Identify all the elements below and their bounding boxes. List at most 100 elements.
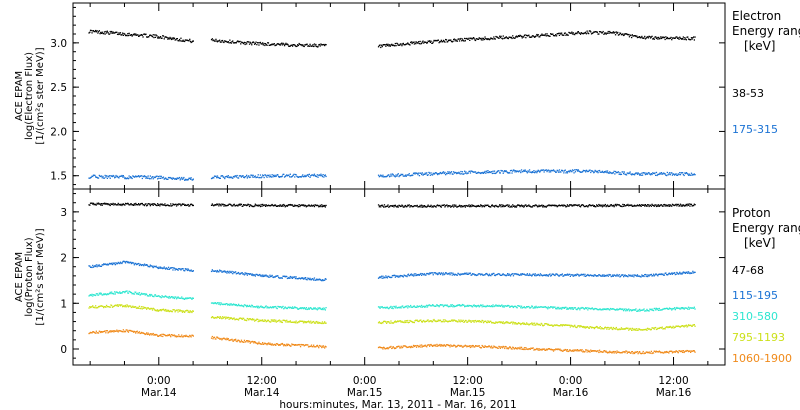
data-point: [681, 307, 683, 310]
data-point: [481, 273, 483, 275]
data-point: [629, 34, 631, 36]
data-point: [658, 173, 660, 175]
data-point: [138, 262, 140, 265]
data-point: [571, 274, 573, 276]
data-point: [284, 306, 286, 308]
data-point: [632, 274, 634, 276]
data-point: [89, 29, 92, 31]
data-point: [247, 341, 249, 343]
data-point: [130, 291, 132, 293]
data-point: [669, 174, 671, 176]
data-point: [547, 275, 550, 277]
data-point: [502, 305, 504, 307]
data-point: [592, 204, 594, 206]
data-point: [477, 305, 479, 307]
data-point: [652, 275, 654, 277]
data-point: [429, 272, 431, 274]
data-point: [276, 275, 278, 277]
data-point: [446, 273, 448, 275]
data-point: [628, 310, 631, 312]
data-point: [444, 273, 446, 275]
data-point: [99, 330, 101, 333]
data-point: [511, 273, 513, 275]
data-point: [577, 170, 579, 172]
data-point: [223, 316, 225, 318]
data-point: [652, 273, 655, 275]
data-point: [459, 173, 461, 175]
data-point: [588, 327, 590, 329]
data-point: [96, 332, 98, 334]
data-point: [230, 272, 232, 274]
data-point: [683, 308, 685, 310]
data-point: [407, 174, 409, 176]
data-point: [550, 169, 553, 172]
data-point: [474, 39, 476, 41]
data-point: [305, 344, 307, 346]
data-point: [604, 274, 606, 277]
data-point: [604, 308, 606, 311]
data-point: [552, 307, 554, 309]
data-point: [652, 309, 655, 312]
data-point: [452, 306, 454, 308]
data-point: [617, 329, 619, 331]
data-point: [256, 176, 259, 178]
data-point: [178, 297, 180, 299]
data-point: [225, 40, 227, 43]
data-point: [634, 274, 636, 276]
data-point: [169, 176, 171, 179]
data-point: [312, 308, 314, 310]
data-point: [248, 319, 250, 321]
data-point: [661, 205, 663, 207]
data-point: [647, 37, 649, 39]
data-point: [497, 273, 499, 275]
data-point: [289, 176, 291, 178]
data-point: [90, 306, 92, 308]
data-point: [687, 38, 690, 40]
data-point: [655, 328, 658, 331]
data-point: [127, 202, 129, 204]
data-point: [593, 31, 596, 33]
data-point: [636, 310, 638, 312]
data-point: [666, 307, 668, 310]
data-point: [325, 175, 327, 178]
data-point: [487, 38, 489, 40]
data-point: [150, 178, 152, 180]
data-point: [629, 171, 631, 173]
data-point: [474, 305, 476, 307]
data-point: [507, 172, 509, 174]
data-point: [476, 274, 478, 276]
data-point: [122, 261, 124, 263]
data-point: [461, 320, 463, 322]
data-point: [291, 276, 293, 278]
data-point: [657, 38, 659, 40]
data-point: [315, 175, 317, 177]
data-point: [492, 304, 494, 306]
data-point: [146, 308, 148, 310]
data-point: [178, 334, 180, 336]
data-point: [531, 305, 534, 308]
data-point: [660, 172, 663, 174]
data-point: [428, 273, 430, 276]
data-point: [97, 332, 100, 334]
data-point: [443, 305, 445, 307]
data-point: [221, 175, 223, 177]
data-point: [609, 30, 611, 33]
data-point: [606, 308, 609, 310]
data-point: [440, 344, 442, 346]
data-point: [237, 339, 239, 341]
data-point: [139, 294, 141, 296]
data-point: [615, 275, 617, 277]
data-point: [386, 276, 388, 278]
data-point: [385, 176, 387, 178]
data-point: [530, 274, 532, 276]
data-point: [323, 346, 325, 348]
data-point: [324, 43, 326, 46]
data-point: [294, 176, 296, 178]
data-point: [238, 175, 240, 177]
data-point: [644, 328, 647, 331]
data-point: [535, 170, 537, 172]
data-point: [219, 338, 221, 340]
data-point: [519, 34, 521, 36]
data-point: [604, 32, 606, 34]
data-point: [538, 204, 540, 206]
